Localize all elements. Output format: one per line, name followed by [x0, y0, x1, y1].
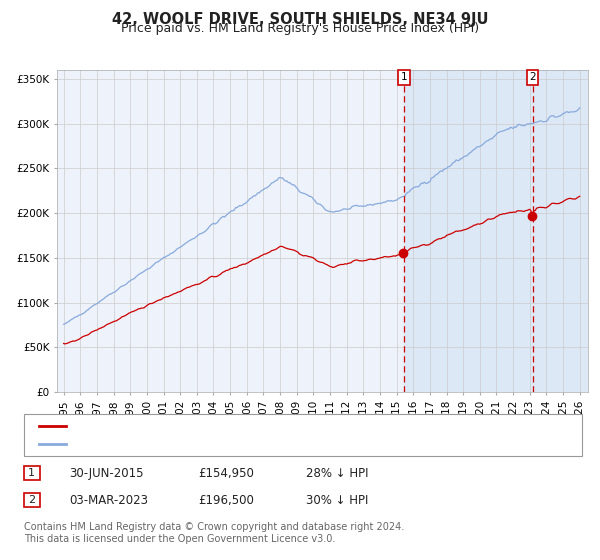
Text: 1: 1	[401, 72, 407, 82]
Text: 30-JUN-2015: 30-JUN-2015	[69, 466, 143, 480]
Text: Contains HM Land Registry data © Crown copyright and database right 2024.
This d: Contains HM Land Registry data © Crown c…	[24, 522, 404, 544]
Text: £196,500: £196,500	[198, 493, 254, 507]
Text: HPI: Average price, detached house, South Tyneside: HPI: Average price, detached house, Sout…	[72, 439, 363, 449]
Text: 1: 1	[28, 468, 35, 478]
Text: £154,950: £154,950	[198, 466, 254, 480]
Text: 30% ↓ HPI: 30% ↓ HPI	[306, 493, 368, 507]
Text: 2: 2	[529, 72, 536, 82]
Text: 2: 2	[28, 495, 35, 505]
Text: 03-MAR-2023: 03-MAR-2023	[69, 493, 148, 507]
Text: 28% ↓ HPI: 28% ↓ HPI	[306, 466, 368, 480]
Bar	[404, 70, 533, 392]
Text: 42, WOOLF DRIVE, SOUTH SHIELDS, NE34 9JU (detached house): 42, WOOLF DRIVE, SOUTH SHIELDS, NE34 9JU…	[72, 422, 430, 431]
Text: 42, WOOLF DRIVE, SOUTH SHIELDS, NE34 9JU: 42, WOOLF DRIVE, SOUTH SHIELDS, NE34 9JU	[112, 12, 488, 27]
Text: Price paid vs. HM Land Registry's House Price Index (HPI): Price paid vs. HM Land Registry's House …	[121, 22, 479, 35]
Bar	[533, 70, 588, 392]
